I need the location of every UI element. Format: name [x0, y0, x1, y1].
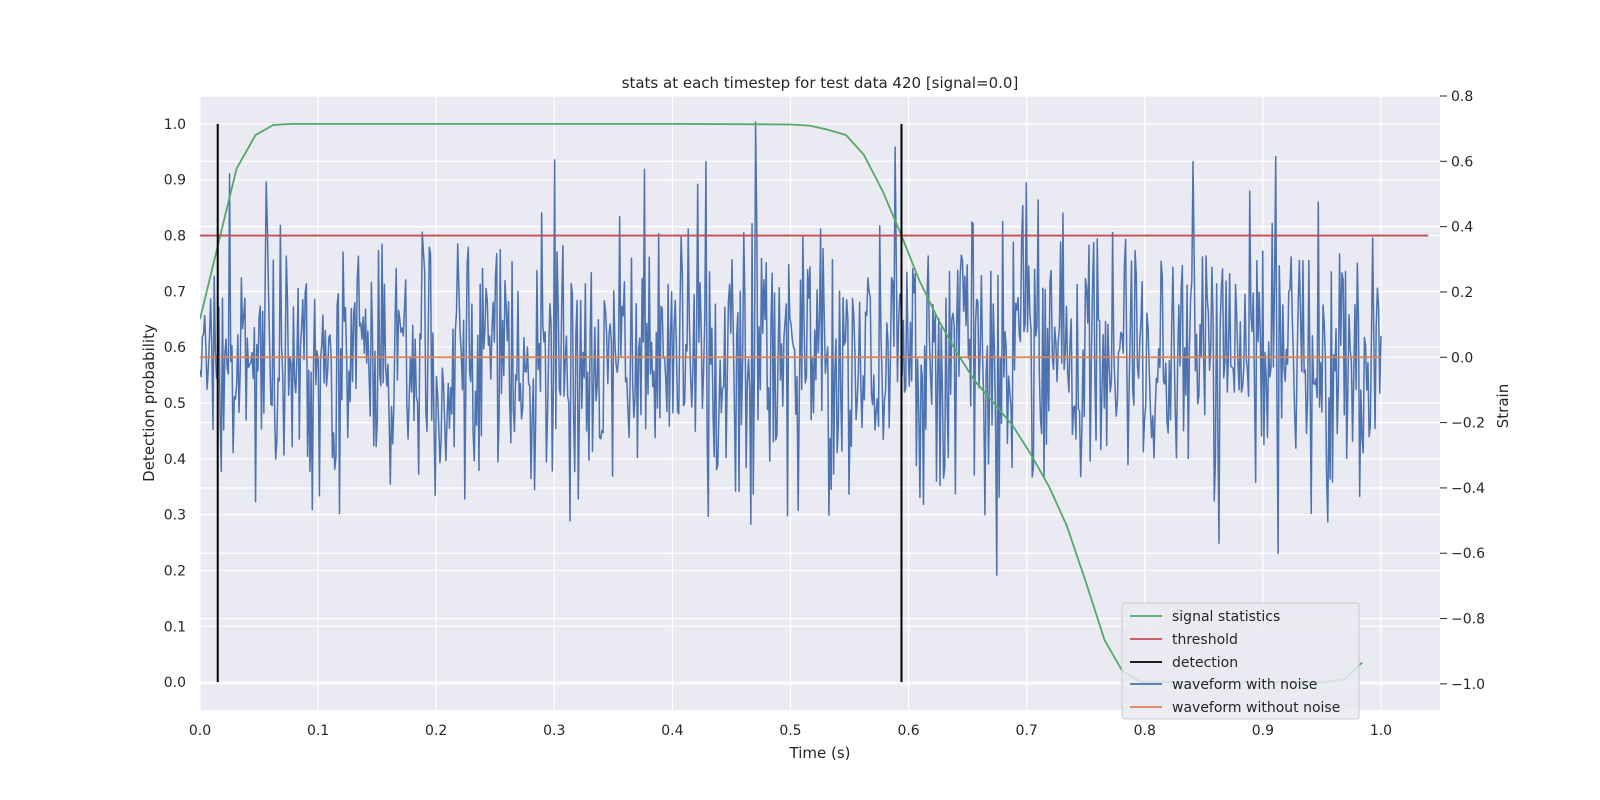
right-axis-label: Strain: [1494, 384, 1512, 428]
x-tick-label: 0.5: [779, 723, 801, 739]
left-y-tick-label: 0.6: [164, 340, 186, 356]
legend-box: [1121, 602, 1360, 720]
right-y-tick-label: −0.2: [1451, 416, 1485, 432]
x-tick-label: 1.0: [1370, 723, 1392, 739]
series-waveform-with-noise: [200, 121, 1382, 576]
left-y-tick-label: 0.9: [164, 173, 186, 189]
right-y-tick-label: 0.2: [1451, 285, 1473, 301]
left-y-tick-label: 0.2: [164, 563, 186, 579]
x-tick-label: 0.8: [1134, 723, 1156, 739]
right-y-tick-label: 0.4: [1451, 220, 1473, 236]
legend-label-signal-statistics: signal statistics: [1172, 609, 1280, 625]
left-y-tick-label: 0.7: [164, 284, 186, 300]
left-y-tick-label: 1.0: [164, 117, 186, 133]
right-y-tick-label: −0.4: [1451, 481, 1485, 497]
x-tick-label: 0.9: [1252, 723, 1274, 739]
left-axis-label: Detection probability: [140, 324, 158, 482]
x-tick-label: 0.3: [543, 723, 565, 739]
x-axis-ticks: 0.0 0.1 0.2 0.3 0.4 0.5 0.6 0.7 0.8 0.9 1.0: [189, 723, 1392, 739]
x-tick-label: 0.7: [1016, 723, 1038, 739]
right-y-tick-label: −1.0: [1451, 677, 1485, 693]
chart-title: stats at each timestep for test data 420…: [622, 74, 1019, 92]
x-tick-label: 0.2: [425, 723, 447, 739]
legend-label-waveform-with-noise: waveform with noise: [1172, 677, 1317, 693]
x-tick-label: 0.6: [897, 723, 919, 739]
left-y-tick-label: 0.3: [164, 508, 186, 524]
left-axis-ticks: 0.0 0.1 0.2 0.3 0.4 0.5 0.6 0.7 0.8 0.9 1.0: [164, 117, 186, 691]
right-y-tick-label: −0.6: [1451, 546, 1485, 562]
legend-label-waveform-without-noise: waveform without noise: [1172, 700, 1340, 716]
right-axis-ticks: 0.8 0.6 0.4 0.2 0.0 −0.2 −0.4 −0.6 −0.8 −1.0: [1440, 89, 1485, 693]
left-y-tick-label: 0.0: [164, 675, 186, 691]
x-tick-label: 0.0: [189, 723, 211, 739]
left-y-tick-label: 0.8: [164, 229, 186, 245]
legend-label-threshold: threshold: [1172, 632, 1238, 648]
x-axis-label: Time (s): [789, 744, 851, 762]
right-y-tick-label: −0.8: [1451, 612, 1485, 628]
right-y-tick-label: 0.0: [1451, 350, 1473, 366]
right-y-tick-label: 0.6: [1451, 154, 1473, 170]
right-y-tick-label: 0.8: [1451, 89, 1473, 105]
legend: signal statistics threshold detection wa…: [1121, 602, 1360, 720]
left-y-tick-label: 0.1: [164, 619, 186, 635]
left-y-tick-label: 0.5: [164, 396, 186, 412]
x-tick-label: 0.4: [661, 723, 683, 739]
legend-label-detection: detection: [1172, 655, 1238, 671]
x-tick-label: 0.1: [307, 723, 329, 739]
left-y-tick-label: 0.4: [164, 452, 186, 468]
